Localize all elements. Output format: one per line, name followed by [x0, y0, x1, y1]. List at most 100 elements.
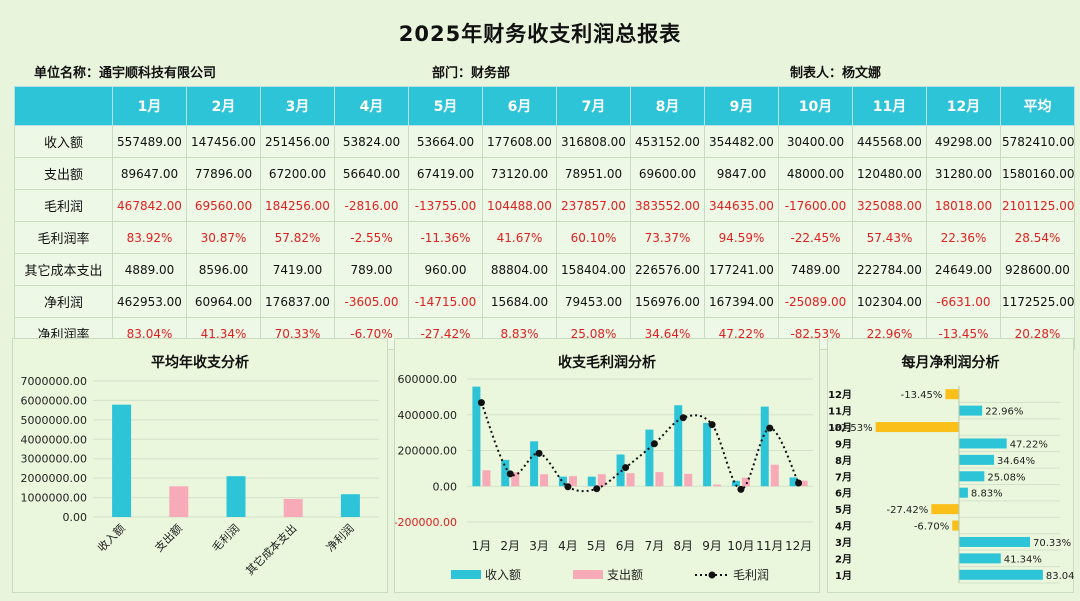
- table-cell: 78951.00: [556, 157, 631, 190]
- y-tick-label: 1月: [835, 570, 852, 582]
- income-bar: [731, 480, 740, 487]
- row-label: 支出额: [14, 157, 113, 190]
- table-cell: 7419.00: [260, 253, 335, 286]
- data-label: -13.45%: [901, 390, 943, 401]
- gross-profit-point: [535, 449, 543, 457]
- data-label: -27.42%: [887, 505, 929, 516]
- data-label: -6.70%: [914, 522, 949, 533]
- table-cell: 226576.00: [630, 253, 705, 286]
- data-label: -82.53%: [831, 423, 873, 434]
- net-margin-bar: [959, 471, 985, 482]
- table-cell: 60.10%: [556, 221, 631, 254]
- x-tick-label: 11月: [756, 539, 783, 553]
- income-bar: [789, 477, 798, 487]
- income-bar: [472, 386, 481, 487]
- y-tick-label: 4000000.00: [21, 433, 87, 446]
- table-cell: 56640.00: [334, 157, 409, 190]
- column-header: 4月: [334, 86, 409, 126]
- table-cell: -2.55%: [334, 221, 409, 254]
- table-row: 毛利润 467842.00 69560.00 184256.00 -2816.00 -13…: [14, 189, 1075, 222]
- table-row: 支出额 89647.00 77896.00 67200.00 56640.00 67419…: [14, 157, 1075, 190]
- gross-profit-point: [622, 464, 630, 472]
- y-tick-label: 7月: [835, 471, 852, 483]
- column-header: 6月: [482, 86, 557, 126]
- table-cell: 69560.00: [186, 189, 261, 222]
- table-cell: 67200.00: [260, 157, 335, 190]
- income-bar: [558, 476, 567, 487]
- chart-title: 平均年收支分析: [151, 355, 249, 371]
- gross-profit-point: [679, 414, 687, 422]
- income-bar: [703, 422, 712, 487]
- income-bar: [760, 406, 769, 487]
- table-cell: -2816.00: [334, 189, 409, 222]
- table-cell: 15684.00: [482, 285, 557, 318]
- table-cell: -13755.00: [408, 189, 483, 222]
- company-name: 单位名称：通宇顺科技有限公司: [34, 66, 217, 81]
- bar: [112, 404, 132, 517]
- bar: [226, 476, 246, 517]
- expense-bar: [626, 473, 635, 487]
- row-label: 净利润: [14, 285, 113, 318]
- table-row: 毛利润率 83.92% 30.87% 57.82% -2.55% -11.36% 41.67…: [14, 221, 1075, 254]
- table-cell: 467842.00: [112, 189, 187, 222]
- table-cell: 354482.00: [704, 125, 779, 158]
- table-cell: -25089.00: [778, 285, 853, 318]
- x-tick-label: 4月: [558, 539, 578, 553]
- table-row: 净利润 462953.00 60964.00 176837.00 -3605.00 -14…: [14, 285, 1075, 318]
- column-header: 1月: [112, 86, 187, 126]
- income-bar: [645, 429, 654, 487]
- preparer: 制表人：杨文娜: [790, 66, 882, 81]
- column-header: 8月: [630, 86, 705, 126]
- income-bar: [530, 441, 539, 487]
- legend-label: 毛利润: [733, 568, 769, 582]
- y-tick-label: 4月: [835, 521, 852, 533]
- y-tick-label: 6000000.00: [21, 394, 87, 407]
- expense-bar: [540, 474, 549, 487]
- x-tick-label: 5月: [587, 539, 607, 553]
- x-tick-label: 1月: [472, 539, 492, 553]
- table-cell: 557489.00: [112, 125, 187, 158]
- legend-marker: [708, 571, 716, 579]
- chart-title: 每月净利润分析: [901, 355, 1000, 371]
- table-cell: -22.45%: [778, 221, 853, 254]
- table-cell: 462953.00: [112, 285, 187, 318]
- table-cell: 30.87%: [186, 221, 261, 254]
- table-cell: 31280.00: [926, 157, 1001, 190]
- chart-panel-net-profit: 每月净利润分析 12月 -13.45% 11月 22.96% 10月 -82.53% 9月 4…: [827, 338, 1080, 593]
- gross-profit-point: [564, 483, 572, 491]
- gross-profit-point: [506, 470, 514, 478]
- y-tick-label: 11月: [828, 406, 852, 418]
- table-row: 其它成本支出 4889.00 8596.00 7419.00 789.00 960.00 8…: [14, 253, 1075, 286]
- table-cell: 102304.00: [852, 285, 927, 318]
- x-tick-label: 10月: [727, 539, 754, 553]
- table-cell: 67419.00: [408, 157, 483, 190]
- table-row: 收入额 557489.00 147456.00 251456.00 53824.00 53…: [14, 125, 1075, 158]
- y-tick-label: 9月: [835, 438, 852, 450]
- table-cell: 445568.00: [852, 125, 927, 158]
- bar: [169, 486, 189, 517]
- report-title: 2025年财务收支利润总报表: [398, 22, 682, 46]
- gross-profit-point: [650, 440, 658, 448]
- x-tick-label: 7月: [645, 539, 665, 553]
- table-cell: 176837.00: [260, 285, 335, 318]
- table-cell: 69600.00: [630, 157, 705, 190]
- x-tick-label: 其它成本支出: [243, 521, 300, 578]
- table-cell: 53824.00: [334, 125, 409, 158]
- table-cell: 104488.00: [482, 189, 557, 222]
- net-margin-bar: [875, 422, 959, 433]
- y-tick-label: 8月: [835, 455, 852, 467]
- column-header: 2月: [186, 86, 261, 126]
- gross-profit-point: [737, 485, 745, 493]
- y-tick-label: 10月: [828, 422, 852, 434]
- table-cell: 30400.00: [778, 125, 853, 158]
- bar: [283, 498, 303, 517]
- y-tick-label: 2月: [835, 553, 852, 565]
- table-cell: 48000.00: [778, 157, 853, 190]
- table-cell: -3605.00: [334, 285, 409, 318]
- x-tick-label: 2月: [500, 539, 520, 553]
- row-label: 其它成本支出: [14, 253, 113, 286]
- expense-bar: [770, 464, 779, 487]
- table-header-row: 1月 2月 3月 4月 5月 6月 7月 8月 9月 10月 11月 12月 平均: [14, 86, 1075, 126]
- data-label: 34.64%: [997, 456, 1035, 467]
- table-cell: 77896.00: [186, 157, 261, 190]
